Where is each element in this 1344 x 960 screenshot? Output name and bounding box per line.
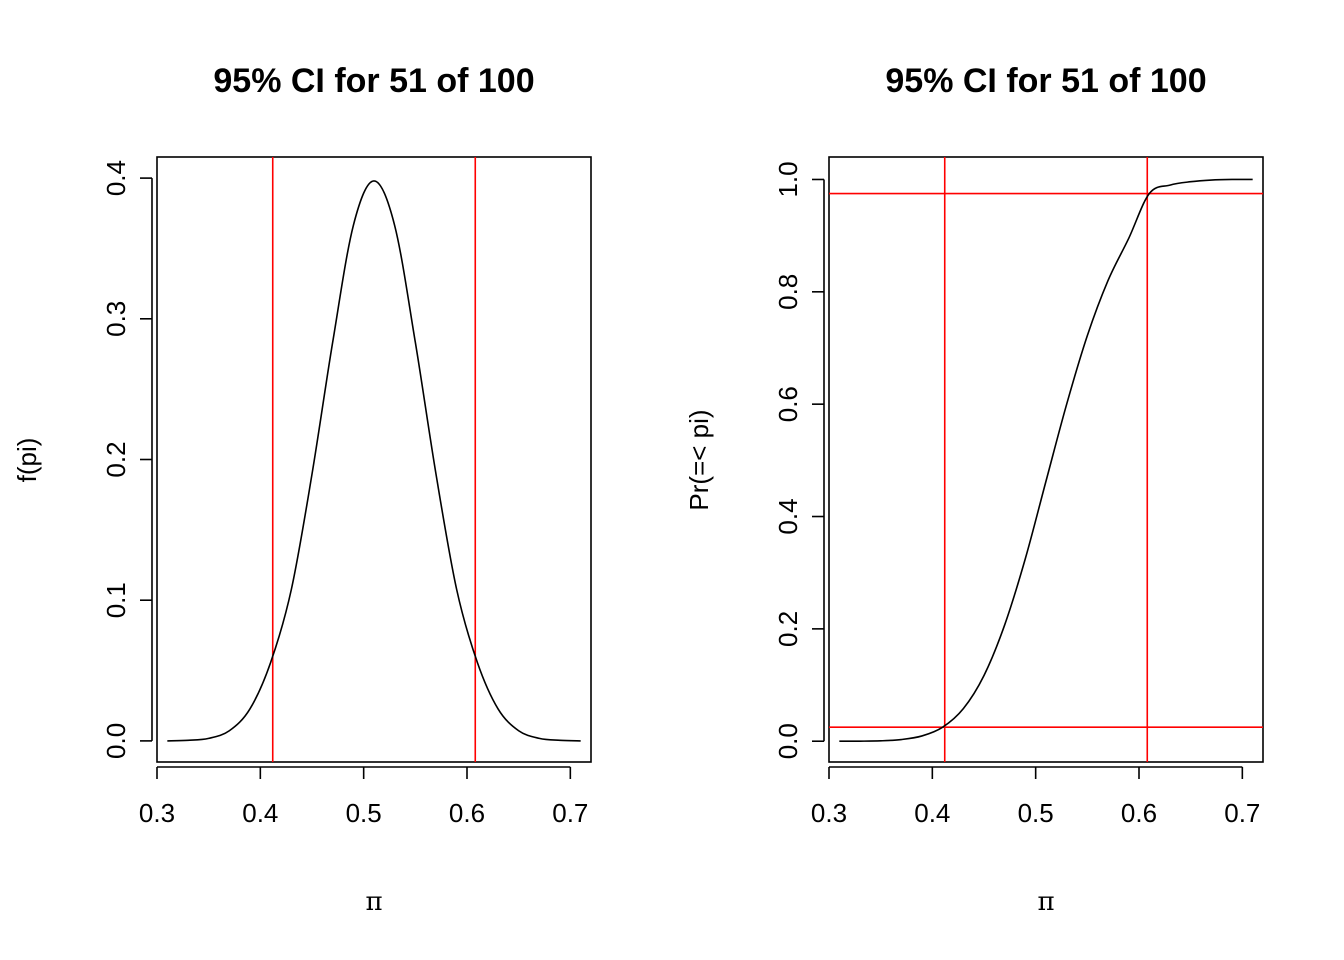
cdf-x-tick-label: 0.7	[1224, 798, 1260, 828]
density-x-tick-label: 0.4	[242, 798, 278, 828]
cdf-y-tick-label: 1.0	[773, 161, 803, 197]
cdf-curve	[839, 178, 1253, 743]
density-y-tick-label: 0.4	[101, 160, 131, 196]
cdf-x-axis: 0.3 0.4 0.5 0.6 0.7	[811, 766, 1260, 828]
cdf-panel: 95% CI for 51 of 100 0.3 0.4 0.5 0.6 0.7 0.0…	[684, 62, 1264, 917]
density-ci-lines	[271, 157, 477, 762]
density-y-label: f(pi)	[12, 438, 42, 483]
density-curve-group	[167, 180, 581, 742]
density-x-label: π	[365, 887, 382, 917]
density-y-tick-label: 0.1	[101, 582, 131, 618]
density-title: 95% CI for 51 of 100	[213, 62, 534, 100]
density-x-tick-label: 0.3	[139, 798, 175, 828]
density-x-tick-label: 0.7	[552, 798, 588, 828]
cdf-y-label: Pr(=< pi)	[684, 409, 714, 510]
density-y-axis: 0.0 0.1 0.2 0.3 0.4	[101, 160, 153, 759]
cdf-y-tick-label: 0.2	[773, 611, 803, 647]
density-plot-frame	[156, 156, 592, 763]
cdf-ci-lines	[829, 157, 1263, 762]
cdf-y-tick-label: 0.6	[773, 386, 803, 422]
density-x-tick-label: 0.5	[346, 798, 382, 828]
cdf-curve-group	[839, 178, 1253, 743]
density-y-tick-label: 0.3	[101, 301, 131, 337]
cdf-y-tick-label: 0.8	[773, 274, 803, 310]
cdf-x-tick-label: 0.4	[914, 798, 950, 828]
cdf-plot-frame	[828, 156, 1264, 763]
density-y-tick-label: 0.2	[101, 441, 131, 477]
cdf-x-tick-label: 0.5	[1018, 798, 1054, 828]
cdf-y-tick-label: 0.4	[773, 498, 803, 534]
density-curve	[167, 180, 581, 742]
density-y-tick-label: 0.0	[101, 723, 131, 759]
cdf-y-axis: 0.0 0.2 0.4 0.6 0.8 1.0	[773, 161, 825, 759]
cdf-x-tick-label: 0.6	[1121, 798, 1157, 828]
cdf-title: 95% CI for 51 of 100	[885, 62, 1206, 100]
density-panel: 95% CI for 51 of 100 0.3 0.4 0.5 0.6 0.7 0.0…	[12, 62, 592, 917]
density-x-tick-label: 0.6	[449, 798, 485, 828]
cdf-y-tick-label: 0.0	[773, 723, 803, 759]
cdf-x-label: π	[1037, 887, 1054, 917]
cdf-x-tick-label: 0.3	[811, 798, 847, 828]
density-x-axis: 0.3 0.4 0.5 0.6 0.7	[139, 766, 588, 828]
